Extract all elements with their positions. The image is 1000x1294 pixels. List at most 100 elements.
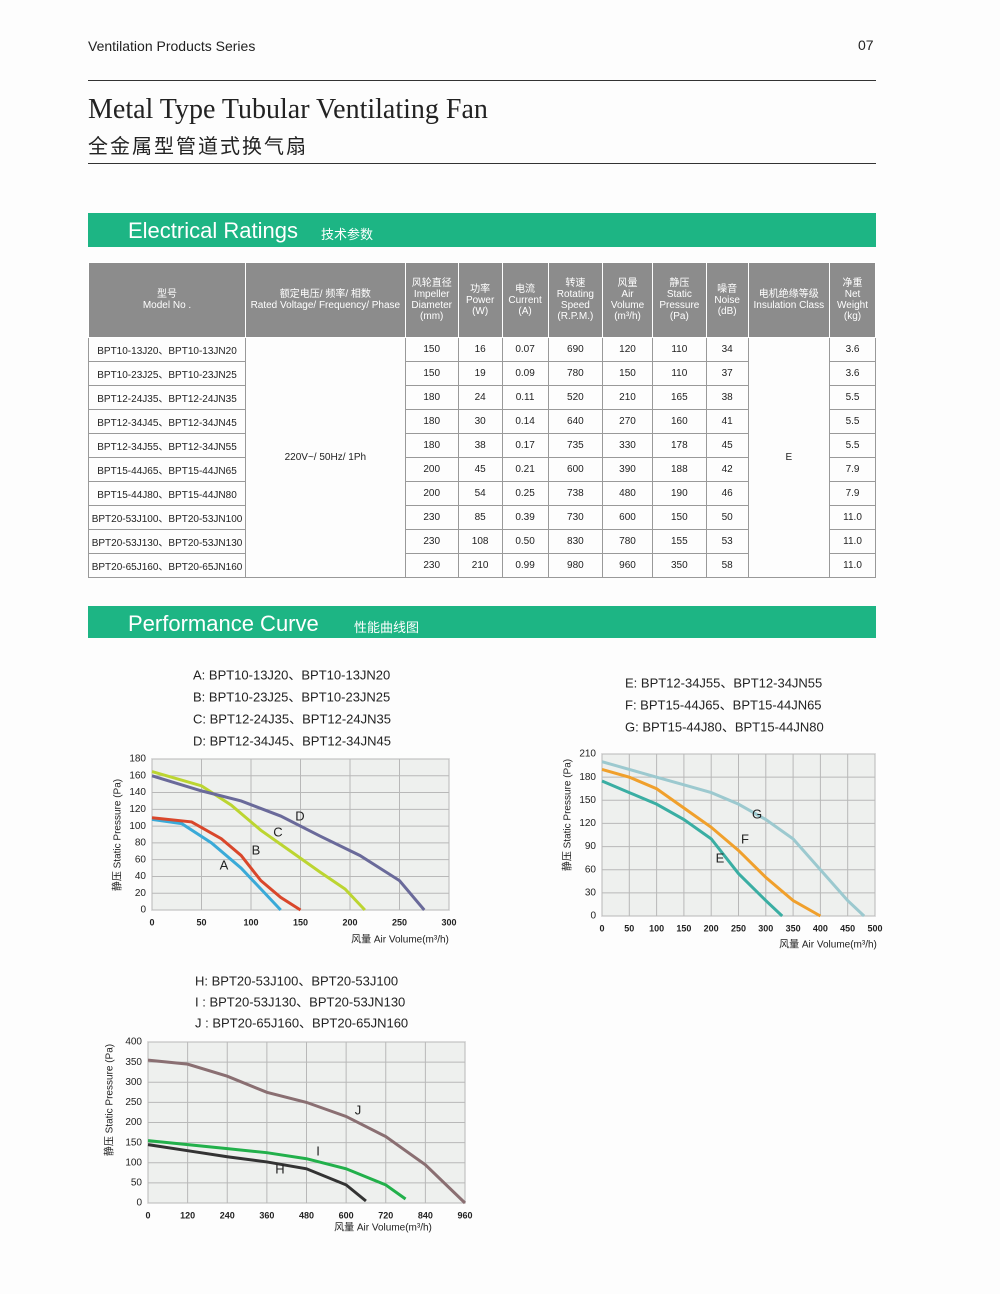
cell: 50 bbox=[705, 505, 749, 530]
legend-entry: F: BPT15-44J65、BPT15-44JN65 bbox=[625, 697, 822, 712]
cell: 3.6 bbox=[829, 337, 876, 362]
y-tick-label: 40 bbox=[135, 871, 147, 882]
x-tick-label: 720 bbox=[378, 1210, 393, 1220]
curve bbox=[601, 760, 866, 918]
cell: E bbox=[747, 337, 831, 578]
y-tick-label: 350 bbox=[125, 1057, 142, 1068]
y-tick-label: 100 bbox=[129, 821, 146, 832]
y-tick-label: 100 bbox=[125, 1157, 142, 1168]
rule bbox=[88, 163, 876, 164]
header-text: (mm) bbox=[420, 311, 444, 322]
y-tick-label: 120 bbox=[129, 804, 146, 815]
table-row: BPT12-34J55、BPT12-34JN55 180 38 0.17 735 330 1… bbox=[87, 433, 876, 458]
curve bbox=[601, 779, 784, 918]
header-cell: 额定电压/ 频率/ 相数 Rated Voltage/ Frequency/ Ph… bbox=[245, 262, 406, 338]
legend-entry: G: BPT15-44J80、BPT15-44JN80 bbox=[625, 719, 824, 734]
cell: 600 bbox=[547, 457, 604, 482]
cell: 230 bbox=[404, 553, 459, 578]
header-text: Speed bbox=[560, 300, 590, 311]
cell: 0.39 bbox=[501, 505, 549, 530]
legend-entry: H: BPT20-53J100、BPT20-53J100 bbox=[195, 973, 398, 988]
ratings-table: 型号 Model No . 额定电压/ 频率/ 相数 Rated Voltage/ F… bbox=[87, 262, 876, 578]
x-tick-label: 120 bbox=[180, 1210, 195, 1220]
curve bbox=[601, 767, 822, 918]
curve bbox=[151, 817, 282, 912]
cell: 37 bbox=[705, 361, 749, 386]
x-tick-label: 400 bbox=[813, 923, 828, 933]
header-text: Weight bbox=[837, 300, 868, 311]
cell: 34 bbox=[705, 337, 749, 362]
x-tick-label: 450 bbox=[840, 923, 855, 933]
header-text: 噪音 bbox=[717, 283, 738, 295]
rule bbox=[88, 80, 876, 81]
cell: 350 bbox=[651, 553, 707, 578]
section-title: Performance Curve bbox=[128, 611, 319, 636]
section-title: Electrical Ratings bbox=[128, 218, 298, 243]
x-tick-label: 360 bbox=[259, 1210, 274, 1220]
y-tick-label: 0 bbox=[590, 911, 596, 922]
section-title-zh: 技术参数 bbox=[321, 227, 374, 242]
cell: 960 bbox=[602, 553, 653, 578]
header-cell: 型号 Model No . bbox=[87, 262, 247, 338]
x-tick-label: 100 bbox=[649, 923, 664, 933]
cell: 480 bbox=[602, 481, 653, 506]
header-text: Pressure bbox=[659, 300, 700, 311]
cell: 46 bbox=[705, 481, 749, 506]
cell: 5.5 bbox=[829, 409, 876, 434]
y-tick-label: 150 bbox=[125, 1137, 142, 1148]
x-tick-label: 200 bbox=[342, 917, 357, 927]
y-tick-label: 150 bbox=[579, 795, 596, 806]
curve bbox=[151, 774, 426, 911]
y-tick-label: 300 bbox=[125, 1077, 142, 1088]
cell: 150 bbox=[651, 505, 707, 530]
title: Metal Type Tubular Ventilating Fan bbox=[88, 94, 488, 125]
curve bbox=[151, 816, 302, 912]
cell: 7.9 bbox=[829, 457, 876, 482]
curve-label: B bbox=[252, 842, 261, 857]
y-axis-label: 静压 Static Pressure (Pa) bbox=[103, 1044, 116, 1156]
x-tick-label: 100 bbox=[243, 917, 258, 927]
header-text: (W) bbox=[472, 305, 489, 317]
curve-label: A bbox=[220, 857, 229, 872]
header-text: Current bbox=[508, 294, 542, 306]
cell: 830 bbox=[547, 529, 604, 554]
cell: 600 bbox=[602, 505, 653, 530]
cell: 54 bbox=[457, 481, 503, 506]
cell: 165 bbox=[651, 385, 707, 410]
header-text: Power bbox=[465, 294, 495, 306]
y-tick-label: 120 bbox=[579, 818, 596, 829]
header-text: Air bbox=[621, 289, 634, 300]
y-tick-label: 0 bbox=[140, 905, 146, 916]
legend-entry: A: BPT10-13J20、BPT10-13JN20 bbox=[193, 667, 390, 682]
y-tick-label: 90 bbox=[585, 841, 597, 852]
cell: 85 bbox=[457, 505, 503, 530]
cell: 230 bbox=[404, 529, 459, 554]
cell: 11.0 bbox=[829, 505, 876, 530]
y-tick-label: 210 bbox=[579, 749, 596, 760]
table-row: BPT10-13J20、BPT10-13JN20 220V~/ 50Hz/ 1Ph… bbox=[87, 337, 876, 578]
header-cell: 静压 Static Pressure (Pa) bbox=[651, 262, 707, 338]
y-tick-label: 30 bbox=[585, 887, 597, 898]
header-cell: 电机绝缘等级 Insulation Class bbox=[747, 262, 831, 338]
x-tick-label: 300 bbox=[441, 917, 456, 927]
header-text: (kg) bbox=[843, 311, 862, 322]
x-tick-label: 0 bbox=[149, 917, 154, 927]
section-band: Performance Curve 性能曲线图 bbox=[88, 606, 876, 638]
y-axis-label: 静压 Static Pressure (Pa) bbox=[561, 759, 574, 871]
y-tick-label: 180 bbox=[129, 754, 146, 765]
y-tick-label: 180 bbox=[579, 772, 596, 783]
header-text: 风量 bbox=[617, 278, 638, 289]
y-tick-label: 140 bbox=[129, 787, 146, 798]
series-name: Ventilation Products Series bbox=[88, 38, 256, 54]
y-tick-label: 0 bbox=[136, 1198, 142, 1209]
x-tick-label: 250 bbox=[731, 923, 746, 933]
cell: BPT12-34J45、BPT12-34JN45 bbox=[87, 409, 247, 434]
y-tick-label: 50 bbox=[131, 1178, 143, 1189]
cell: 390 bbox=[602, 457, 653, 482]
table-row: BPT20-65J160、BPT20-65JN160 230 210 0.99 980 9… bbox=[87, 553, 876, 578]
cell: 5.5 bbox=[829, 433, 876, 458]
x-tick-label: 50 bbox=[624, 923, 634, 933]
curve-label: I bbox=[316, 1143, 320, 1158]
header-text: Insulation Class bbox=[753, 300, 825, 311]
x-tick-label: 960 bbox=[457, 1210, 472, 1220]
